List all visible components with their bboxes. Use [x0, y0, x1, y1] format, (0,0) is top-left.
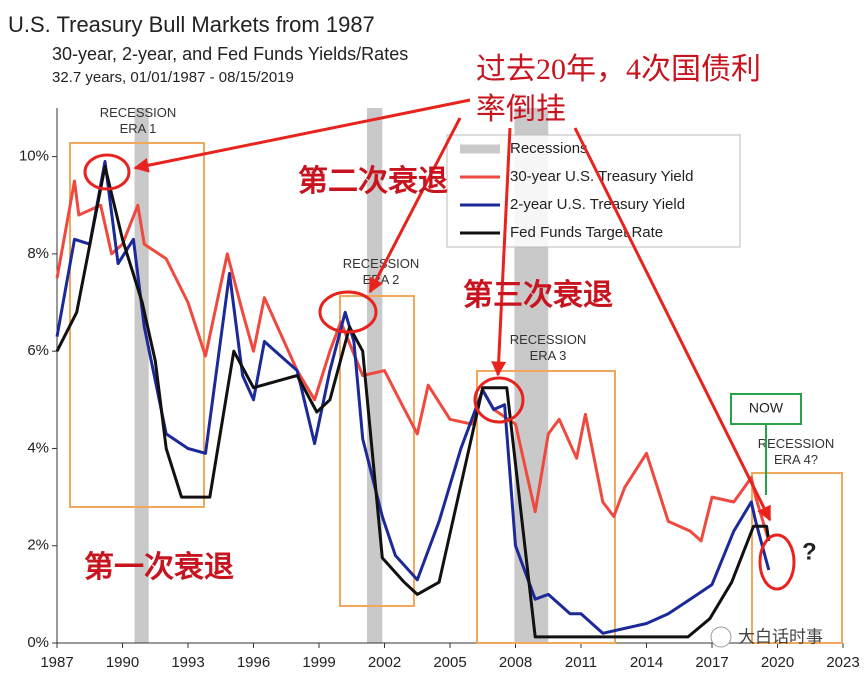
- x-tick-label: 1999: [302, 654, 335, 671]
- now-box: [730, 393, 802, 425]
- series-line: [55, 179, 771, 543]
- x-tick-label: 1987: [40, 654, 73, 671]
- x-tick-label: 2002: [368, 654, 401, 671]
- x-tick-label: 1990: [106, 654, 139, 671]
- x-tick-label: 2023: [826, 654, 859, 671]
- y-tick-label: 8%: [27, 245, 49, 262]
- cn-annotation: 第一次衰退: [84, 550, 234, 584]
- x-tick-label: 2011: [565, 654, 597, 671]
- headline: 过去20年，4次国债利率倒挂: [476, 53, 761, 126]
- x-tick-label: 2005: [433, 654, 466, 671]
- y-tick-label: 0%: [27, 634, 49, 651]
- cn-annotation: 第三次衰退: [463, 278, 613, 312]
- subtitle: 30-year, 2-year, and Fed Funds Yields/Ra…: [52, 44, 408, 64]
- legend-label: 2-year U.S. Treasury Yield: [510, 196, 685, 213]
- watermark: 大白话时事: [738, 627, 823, 646]
- x-tick-label: 1993: [171, 654, 204, 671]
- x-tick-label: 2017: [695, 654, 728, 671]
- legend-label: 30-year U.S. Treasury Yield: [510, 168, 693, 185]
- question: ?: [802, 538, 817, 565]
- series-line: [55, 164, 771, 639]
- arrows: [133, 98, 772, 522]
- x-tick-label: 1996: [237, 654, 270, 671]
- y-tick-label: 4%: [27, 439, 49, 456]
- era-label: RECESSION ERA 1: [100, 105, 177, 136]
- now-label: NOW: [749, 400, 784, 416]
- cn-annotation: 第二次衰退: [298, 164, 448, 198]
- title: U.S. Treasury Bull Markets from 1987: [8, 12, 375, 37]
- legend-label: Fed Funds Target Rate: [510, 224, 663, 241]
- y-tick-label: 6%: [27, 342, 49, 359]
- era-label: RECESSION ERA 3: [510, 332, 587, 363]
- y-tick-label: 2%: [27, 537, 49, 554]
- series-line: [55, 160, 771, 635]
- legend-label: Recessions: [510, 140, 588, 157]
- caption: 32.7 years, 01/01/1987 - 08/15/2019: [52, 69, 294, 86]
- era-label: RECESSION ERA 4?: [758, 436, 835, 467]
- watermark-icon: [710, 626, 732, 648]
- y-tick-label: 10%: [19, 148, 49, 165]
- x-tick-label: 2020: [761, 654, 794, 671]
- x-tick-label: 2014: [630, 654, 663, 671]
- highlight-circles: [83, 153, 796, 591]
- x-tick-label: 2008: [499, 654, 532, 671]
- legend: Recessions 30-year U.S. Treasury Yield 2…: [446, 134, 741, 248]
